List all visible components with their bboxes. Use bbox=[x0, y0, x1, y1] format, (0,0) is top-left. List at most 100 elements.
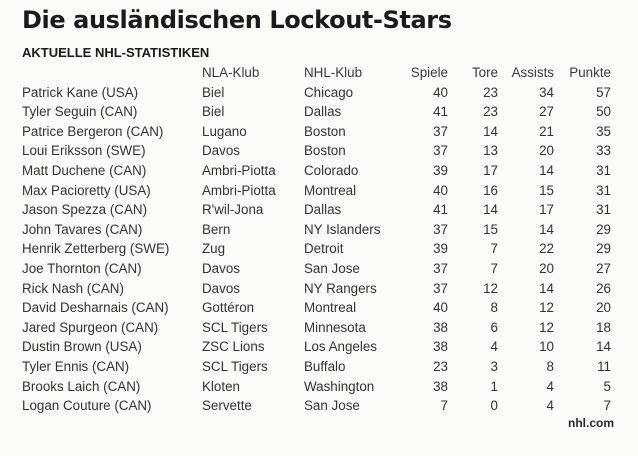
table-row: Matt Duchene (CAN) Ambri-Piotta Colorado 39… bbox=[22, 161, 611, 181]
goals-cell: 14 bbox=[483, 202, 498, 218]
assists-cell: 4 bbox=[546, 378, 554, 394]
source-credit: nhl.com bbox=[567, 416, 614, 430]
player-cell: Max Pacioretty (USA) bbox=[22, 182, 151, 198]
points-cell: 31 bbox=[596, 182, 611, 198]
games-cell: 40 bbox=[433, 300, 448, 316]
header-row: NLA-Klub NHL-Klub Spiele Tore Assists Pu… bbox=[22, 63, 611, 83]
points-cell: 14 bbox=[596, 339, 611, 355]
table-row: Tyler Seguin (CAN) Biel Dallas 41 23 27 50 bbox=[22, 102, 611, 122]
assists-cell: 17 bbox=[539, 202, 554, 218]
nla-club-cell: Davos bbox=[202, 280, 240, 296]
games-cell: 23 bbox=[433, 358, 448, 374]
player-cell: David Desharnais (CAN) bbox=[22, 300, 169, 316]
goals-cell: 23 bbox=[483, 84, 498, 100]
nla-club-cell: Davos bbox=[202, 143, 240, 159]
goals-cell: 6 bbox=[490, 319, 498, 335]
table-row: Joe Thornton (CAN) Davos San Jose 37 7 20 27 bbox=[22, 259, 611, 279]
points-cell: 7 bbox=[603, 398, 611, 414]
player-cell: Rick Nash (CAN) bbox=[22, 280, 124, 296]
assists-cell: 27 bbox=[539, 104, 554, 120]
points-cell: 29 bbox=[596, 221, 611, 237]
stats-table: NLA-Klub NHL-Klub Spiele Tore Assists Pu… bbox=[22, 63, 611, 416]
points-cell: 31 bbox=[596, 162, 611, 178]
player-cell: Logan Couture (CAN) bbox=[22, 398, 152, 414]
table-row: Henrik Zetterberg (SWE) Zug Detroit 39 7 22 29 bbox=[22, 239, 611, 259]
assists-cell: 14 bbox=[539, 162, 554, 178]
assists-cell: 12 bbox=[539, 319, 554, 335]
player-cell: Tyler Seguin (CAN) bbox=[22, 104, 138, 120]
points-cell: 31 bbox=[596, 202, 611, 218]
table-row: Logan Couture (CAN) Servette San Jose 7 0 4 7 bbox=[22, 396, 611, 416]
nla-club-cell: SCL Tigers bbox=[202, 358, 268, 374]
games-cell: 39 bbox=[433, 162, 448, 178]
col-games-header: Spiele bbox=[410, 65, 448, 80]
col-assists-header: Assists bbox=[511, 65, 554, 80]
games-cell: 40 bbox=[433, 182, 448, 198]
nla-club-cell: SCL Tigers bbox=[202, 319, 268, 335]
stats-body: Patrick Kane (USA) Biel Chicago 40 23 34 57 Tyl… bbox=[22, 83, 611, 416]
nhl-club-cell: Colorado bbox=[304, 162, 359, 178]
nhl-club-cell: Los Angeles bbox=[304, 339, 377, 355]
goals-cell: 12 bbox=[483, 280, 498, 296]
table-row: Patrick Kane (USA) Biel Chicago 40 23 34 57 bbox=[22, 83, 611, 103]
goals-cell: 16 bbox=[483, 182, 498, 198]
nla-club-cell: Biel bbox=[202, 84, 225, 100]
assists-cell: 34 bbox=[539, 84, 554, 100]
points-cell: 33 bbox=[596, 143, 611, 159]
assists-cell: 12 bbox=[539, 300, 554, 316]
goals-cell: 15 bbox=[483, 221, 498, 237]
table-row: Tyler Ennis (CAN) SCL Tigers Buffalo 23 3 8 11 bbox=[22, 357, 611, 377]
table-row: Rick Nash (CAN) Davos NY Rangers 37 12 14 26 bbox=[22, 279, 611, 299]
goals-cell: 8 bbox=[490, 300, 498, 316]
player-cell: Tyler Ennis (CAN) bbox=[22, 358, 130, 374]
assists-cell: 4 bbox=[546, 398, 554, 414]
player-cell: Dustin Brown (USA) bbox=[22, 339, 142, 355]
points-cell: 20 bbox=[596, 300, 611, 316]
games-cell: 37 bbox=[433, 143, 448, 159]
player-cell: Patrick Kane (USA) bbox=[22, 84, 139, 100]
nla-club-cell: Lugano bbox=[202, 123, 247, 139]
col-nla-header: NLA-Klub bbox=[202, 65, 260, 80]
nhl-club-cell: Chicago bbox=[304, 84, 354, 100]
nhl-club-cell: Washington bbox=[304, 378, 375, 394]
nla-club-cell: Bern bbox=[202, 221, 231, 237]
games-cell: 38 bbox=[433, 319, 448, 335]
nla-club-cell: Servette bbox=[202, 398, 252, 414]
table-row: Patrice Bergeron (CAN) Lugano Boston 37 14 21… bbox=[22, 122, 611, 142]
points-cell: 27 bbox=[596, 260, 611, 276]
nhl-club-cell: Montreal bbox=[304, 300, 357, 316]
assists-cell: 15 bbox=[539, 182, 554, 198]
assists-cell: 14 bbox=[539, 221, 554, 237]
points-cell: 29 bbox=[596, 241, 611, 257]
nhl-club-cell: San Jose bbox=[304, 398, 360, 414]
games-cell: 39 bbox=[433, 241, 448, 257]
assists-cell: 20 bbox=[539, 260, 554, 276]
player-cell: Jason Spezza (CAN) bbox=[22, 202, 148, 218]
table-row: Jared Spurgeon (CAN) SCL Tigers Minnesota 3… bbox=[22, 318, 611, 338]
points-cell: 11 bbox=[597, 358, 611, 374]
assists-cell: 10 bbox=[539, 339, 554, 355]
table-row: Jason Spezza (CAN) R'wil-Jona Dallas 41 14 17… bbox=[22, 200, 611, 220]
table-row: Max Pacioretty (USA) Ambri-Piotta Montreal… bbox=[22, 181, 611, 201]
goals-cell: 1 bbox=[490, 378, 498, 394]
assists-cell: 22 bbox=[539, 241, 554, 257]
player-cell: John Tavares (CAN) bbox=[22, 221, 143, 237]
table-row: John Tavares (CAN) Bern NY Islanders 37 15 14… bbox=[22, 220, 611, 240]
nla-club-cell: R'wil-Jona bbox=[202, 202, 264, 218]
points-cell: 26 bbox=[596, 280, 611, 296]
assists-cell: 20 bbox=[539, 143, 554, 159]
col-nhl-header: NHL-Klub bbox=[304, 65, 363, 80]
games-cell: 40 bbox=[433, 84, 448, 100]
games-cell: 7 bbox=[440, 398, 448, 414]
nhl-club-cell: San Jose bbox=[304, 260, 360, 276]
nhl-club-cell: Detroit bbox=[304, 241, 344, 257]
player-cell: Henrik Zetterberg (SWE) bbox=[22, 241, 170, 257]
nhl-club-cell: Minnesota bbox=[304, 319, 366, 335]
games-cell: 38 bbox=[433, 339, 448, 355]
table-row: Brooks Laich (CAN) Kloten Washington 38 1 4 5 bbox=[22, 377, 611, 397]
col-player-header bbox=[22, 63, 202, 83]
nla-club-cell: Ambri-Piotta bbox=[202, 162, 276, 178]
nhl-club-cell: NY Islanders bbox=[304, 221, 381, 237]
player-cell: Patrice Bergeron (CAN) bbox=[22, 123, 164, 139]
nla-club-cell: Gottéron bbox=[202, 300, 255, 316]
